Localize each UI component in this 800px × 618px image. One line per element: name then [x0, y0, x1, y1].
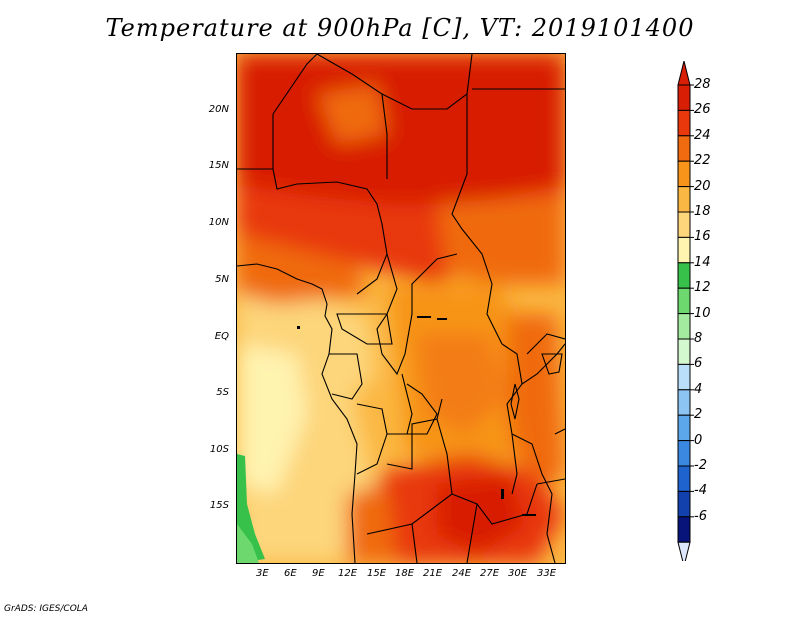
- colorbar-segment: [677, 160, 691, 188]
- temperature-field: [237, 54, 565, 563]
- colorbar-top-tip: [677, 61, 691, 86]
- colorbar-label: 18: [694, 204, 711, 219]
- colorbar-segment: [677, 109, 691, 137]
- colorbar-label: 2: [694, 407, 703, 423]
- lat-label-5s: 5S: [216, 387, 229, 398]
- colorbar-label: -2: [694, 458, 707, 473]
- colorbar-label: 8: [694, 331, 703, 346]
- colorbar-segment: [677, 262, 691, 289]
- colorbar-segment: [677, 414, 691, 442]
- lat-label-15s: 15S: [209, 500, 229, 511]
- lon-label-6e: 6E: [284, 568, 297, 579]
- colorbar-label: 4: [694, 381, 703, 397]
- lon-label-24e: 24E: [452, 568, 472, 579]
- lon-label-30e: 30E: [508, 568, 528, 579]
- colorbar-label: -6: [694, 508, 707, 524]
- colorbar-segment: [677, 84, 691, 111]
- colorbar-label: 26: [694, 102, 711, 118]
- lon-label-3e: 3E: [256, 568, 269, 579]
- lat-label-15n: 15N: [208, 160, 229, 171]
- colorbar-label: 16: [694, 229, 711, 245]
- colorbar-segment: [677, 440, 691, 467]
- colorbar-segment: [677, 465, 691, 492]
- colorbar-label: 0: [694, 432, 703, 448]
- lon-label-18e: 18E: [395, 568, 415, 579]
- colorbar: [677, 61, 694, 561]
- colorbar-label: 28: [694, 77, 711, 92]
- lat-label-eq: EQ: [214, 331, 229, 342]
- colorbar-segment: [677, 313, 691, 340]
- lat-label-20n: 20N: [208, 104, 229, 115]
- lat-label-5n: 5N: [215, 274, 229, 285]
- lat-label-10s: 10S: [209, 444, 229, 455]
- lon-label-27e: 27E: [480, 568, 500, 579]
- colorbar-label: 12: [694, 280, 711, 296]
- colorbar-label: 22: [694, 153, 711, 169]
- lat-label-10n: 10N: [208, 217, 229, 228]
- colorbar-segment: [677, 490, 691, 518]
- colorbar-label: 10: [694, 305, 711, 321]
- colorbar-label: -4: [694, 483, 707, 499]
- colorbar-segment: [677, 287, 691, 315]
- colorbar-segment: [677, 186, 691, 213]
- temperature-map: [236, 53, 566, 564]
- colorbar-segment: [677, 135, 691, 162]
- colorbar-label: 20: [694, 178, 711, 194]
- lon-label-21e: 21E: [423, 568, 443, 579]
- colorbar-label: 6: [694, 356, 703, 372]
- lon-label-33e: 33E: [537, 568, 557, 579]
- colorbar-segment: [677, 211, 691, 238]
- colorbar-segment: [677, 363, 691, 391]
- country-borders: [237, 54, 565, 563]
- colorbar-bottom-tip: [677, 541, 691, 561]
- lon-label-9e: 9E: [312, 568, 325, 579]
- lon-label-15e: 15E: [367, 568, 387, 579]
- colorbar-segment: [677, 236, 691, 264]
- colorbar-segment: [677, 516, 691, 543]
- colorbar-label: 14: [694, 254, 711, 270]
- map-title: Temperature at 900hPa [C], VT: 201910140…: [105, 14, 695, 42]
- colorbar-segment: [677, 389, 691, 416]
- colorbar-segment: [677, 338, 691, 365]
- lon-label-12e: 12E: [338, 568, 358, 579]
- grads-credit: GrADS: IGES/COLA: [4, 604, 88, 614]
- colorbar-label: 24: [694, 127, 711, 143]
